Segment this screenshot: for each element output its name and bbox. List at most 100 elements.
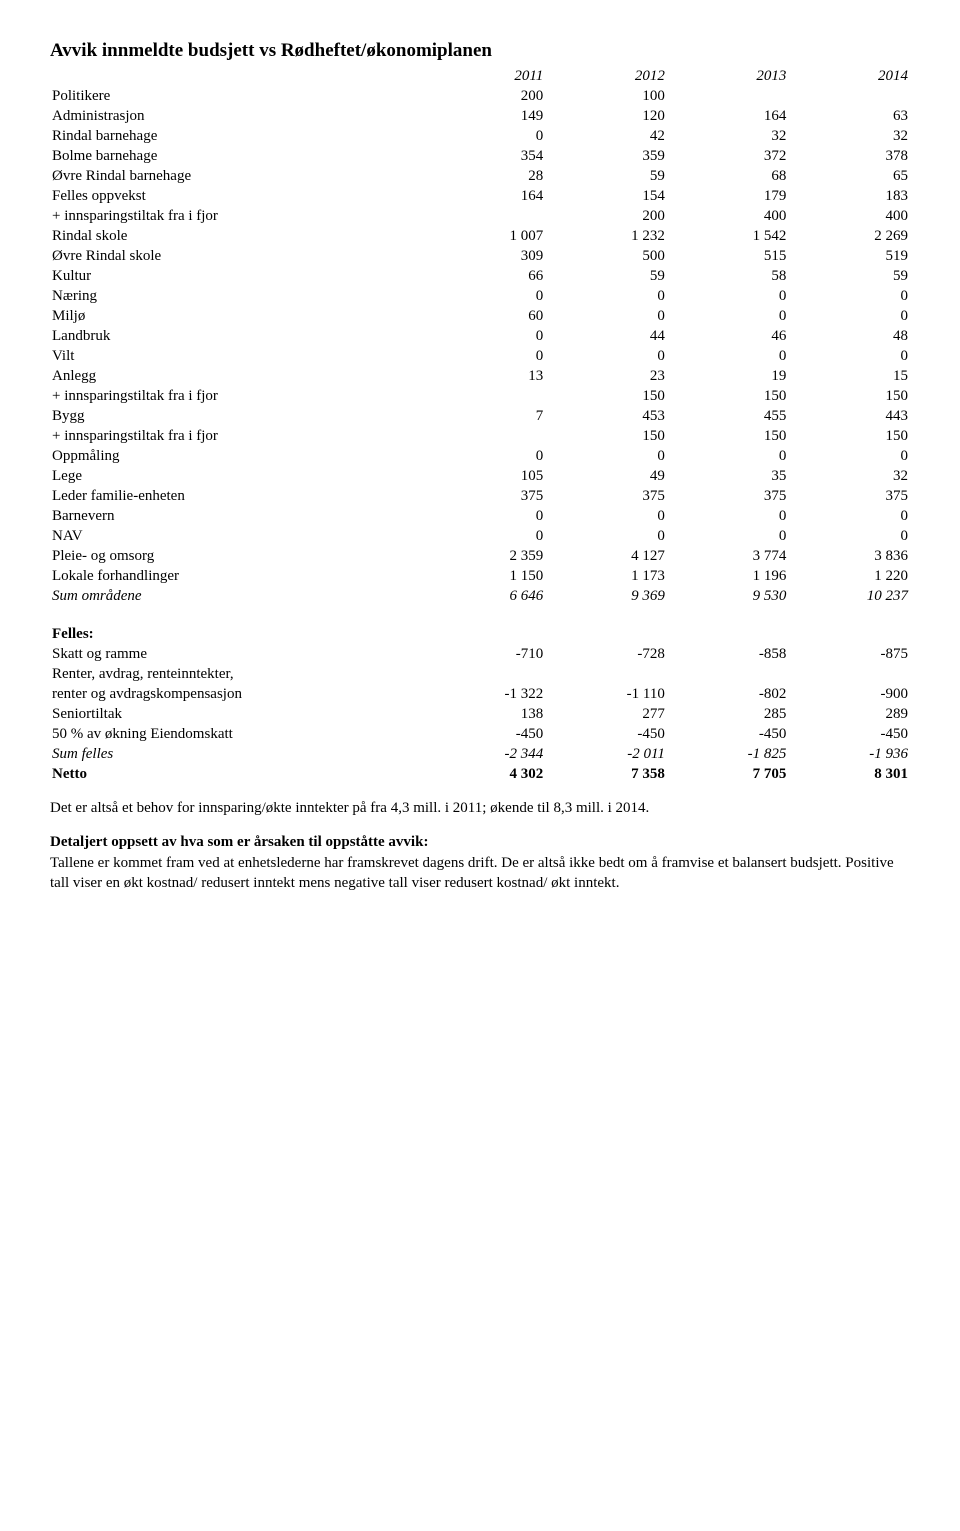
cell: 150 [788,426,910,446]
cell: 150 [667,426,789,446]
row-label: renter og avdragskompensasjon [50,684,424,704]
table-row: Bygg7453455443 [50,406,910,426]
row-label: Anlegg [50,366,424,386]
cell: 0 [424,326,546,346]
cell: -728 [545,644,667,664]
row-label: Øvre Rindal skole [50,246,424,266]
row-label: Vilt [50,346,424,366]
row-label: Pleie- og omsorg [50,546,424,566]
row-label: Leder familie-enheten [50,486,424,506]
cell: 46 [667,326,789,346]
cell: 375 [424,486,546,506]
netto-row: Netto4 3027 3587 7058 301 [50,764,910,784]
cell: 150 [788,386,910,406]
cell: 378 [788,146,910,166]
cell: 8 301 [788,764,910,784]
cell: 354 [424,146,546,166]
cell: 59 [788,266,910,286]
cell: 4 302 [424,764,546,784]
cell: -875 [788,644,910,664]
row-label: Bolme barnehage [50,146,424,166]
cell: 154 [545,186,667,206]
table-row: Øvre Rindal barnehage28596865 [50,166,910,186]
row-label: + innsparingstiltak fra i fjor [50,206,424,226]
cell: 0 [788,286,910,306]
table-row: + innsparingstiltak fra i fjor150150150 [50,426,910,446]
cell: -450 [788,724,910,744]
row-label: Sum områdene [50,586,424,606]
cell: 375 [545,486,667,506]
cell: 3 836 [788,546,910,566]
cell: 372 [667,146,789,166]
cell: 359 [545,146,667,166]
paragraph-2: Detaljert oppsett av hva som er årsaken … [50,832,910,893]
cell: 2 359 [424,546,546,566]
cell: 32 [788,126,910,146]
cell: 150 [667,386,789,406]
table-row: Felles oppvekst164154179183 [50,186,910,206]
cell: 4 127 [545,546,667,566]
cell: 0 [424,506,546,526]
cell: 0 [788,506,910,526]
row-label: Øvre Rindal barnehage [50,166,424,186]
cell: 9 530 [667,586,789,606]
cell: 164 [424,186,546,206]
cell: 100 [545,86,667,106]
row-label: Landbruk [50,326,424,346]
cell: -900 [788,684,910,704]
year-2011: 2011 [424,66,546,86]
table-row: Anlegg13231915 [50,366,910,386]
row-label: Politikere [50,86,424,106]
cell: 1 173 [545,566,667,586]
cell: 48 [788,326,910,346]
cell: 58 [667,266,789,286]
paragraph-2-body: Tallene er kommet fram ved at enhetslede… [50,855,894,891]
cell: 0 [545,446,667,466]
cell: 7 705 [667,764,789,784]
cell: 0 [424,286,546,306]
cell: 1 220 [788,566,910,586]
cell: 400 [667,206,789,226]
cell: -450 [667,724,789,744]
row-label: Kultur [50,266,424,286]
cell: 138 [424,704,546,724]
cell: 1 007 [424,226,546,246]
felles-heading-row: Felles: [50,624,910,644]
cell: 105 [424,466,546,486]
felles-heading: Felles: [50,624,424,644]
year-2014: 2014 [788,66,910,86]
sum-row: Sum områdene6 6469 3699 53010 237 [50,586,910,606]
cell: 277 [545,704,667,724]
cell: 149 [424,106,546,126]
table-row: Landbruk0444648 [50,326,910,346]
cell: 453 [545,406,667,426]
row-label: Rindal barnehage [50,126,424,146]
cell: 66 [424,266,546,286]
table-row: Miljø60000 [50,306,910,326]
table-row: Kultur66595859 [50,266,910,286]
table-row: renter og avdragskompensasjon-1 322-1 11… [50,684,910,704]
cell: 500 [545,246,667,266]
cell: 7 358 [545,764,667,784]
row-label: Lokale forhandlinger [50,566,424,586]
cell: 0 [545,306,667,326]
cell: -802 [667,684,789,704]
cell: 1 232 [545,226,667,246]
cell [424,206,546,226]
table-row: Lege105493532 [50,466,910,486]
cell: 49 [545,466,667,486]
table-row: Øvre Rindal skole309500515519 [50,246,910,266]
row-label: Næring [50,286,424,306]
cell: 0 [424,346,546,366]
paragraph-1: Det er altså et behov for innsparing/økt… [50,798,910,818]
cell: -1 322 [424,684,546,704]
row-label: Bygg [50,406,424,426]
sum-row: Sum felles-2 344-2 011-1 825-1 936 [50,744,910,764]
row-label: Miljø [50,306,424,326]
cell: 23 [545,366,667,386]
table-row: Pleie- og omsorg2 3594 1273 7743 836 [50,546,910,566]
table-row: + innsparingstiltak fra i fjor150150150 [50,386,910,406]
cell: -450 [545,724,667,744]
cell: -1 936 [788,744,910,764]
cell: 0 [667,526,789,546]
